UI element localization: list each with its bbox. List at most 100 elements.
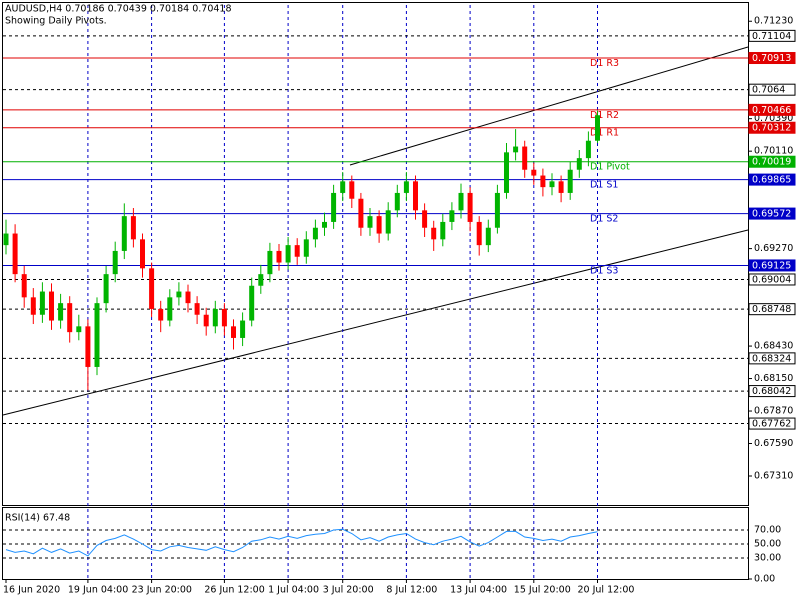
level-tag <box>748 273 796 286</box>
candle-body <box>49 291 54 321</box>
candle-body <box>522 146 528 170</box>
candle-body <box>576 158 582 170</box>
candle-body <box>367 216 373 228</box>
candle-body <box>458 192 464 211</box>
candle-body <box>276 250 282 263</box>
candle-body <box>558 181 564 193</box>
marks <box>3 110 600 557</box>
level-tag <box>748 303 796 316</box>
candle-body <box>67 303 73 333</box>
candle-body <box>358 198 364 228</box>
level-tag <box>748 83 796 96</box>
support-trendline <box>2 229 749 416</box>
level-tag <box>748 352 796 365</box>
level-name: D1 S1 <box>590 180 618 191</box>
candle-body <box>185 291 191 304</box>
level-tag <box>748 29 796 42</box>
candle-body <box>513 146 519 153</box>
level-tag <box>748 173 796 186</box>
rsi-title: RSI(14) 67.48 <box>5 513 70 524</box>
candle-body <box>267 250 273 275</box>
candle-body <box>413 181 418 211</box>
y-tick-label: 0.68150 <box>754 373 793 384</box>
candle-body <box>449 210 455 222</box>
candle-body <box>176 291 182 298</box>
candle-body <box>567 169 573 193</box>
candle-body <box>394 192 400 211</box>
candle-body <box>540 175 546 188</box>
candle-body <box>249 285 255 321</box>
y-tick-label: 0.70390 <box>754 113 793 124</box>
candle-body <box>285 245 291 263</box>
y-tick-label: 0.67870 <box>754 406 793 417</box>
candle-body <box>76 326 82 333</box>
y-tick-label: 0.67590 <box>754 438 793 449</box>
candle-body <box>349 181 355 199</box>
candle-body <box>194 303 200 315</box>
candle-body <box>130 216 136 240</box>
level-tag <box>748 155 796 168</box>
candle-body <box>303 239 309 257</box>
candle-body <box>340 181 346 193</box>
rsi-panel <box>2 507 749 580</box>
level-name: D1 R2 <box>590 110 619 121</box>
x-tick-label: 26 Jun 12:00 <box>204 585 264 596</box>
candle-body <box>140 239 145 269</box>
level-value: 0.70312 <box>752 123 791 134</box>
level-value: 0.71104 <box>752 31 791 42</box>
candle-body <box>504 152 509 193</box>
level-name: D1 R1 <box>590 128 619 139</box>
x-tick-label: 13 Jul 04:00 <box>450 585 507 596</box>
level-value: 0.69125 <box>752 260 791 271</box>
candle-body <box>58 303 64 321</box>
x-tick-label: 16 Jun 2020 <box>3 585 60 596</box>
candle-body <box>203 314 209 327</box>
level-value: 0.68042 <box>752 386 791 397</box>
candle-body <box>85 326 91 367</box>
rsi-line <box>5 528 598 557</box>
candle-body <box>440 221 446 240</box>
level-name: D1 S2 <box>590 214 618 225</box>
rsi-tick-label: 70.00 <box>754 525 781 536</box>
level-value: 0.70913 <box>752 53 791 64</box>
level-tag <box>748 52 796 65</box>
candle-body <box>331 192 337 222</box>
resistance-trendline <box>349 46 749 166</box>
candle-body <box>167 297 173 321</box>
x-tick-label: 3 Jul 20:00 <box>323 585 374 596</box>
candle-body <box>158 308 164 321</box>
level-tag <box>748 103 796 116</box>
candle-body <box>3 233 9 246</box>
candle-body <box>149 268 155 309</box>
candle-body <box>231 326 236 338</box>
candle-body <box>30 297 36 315</box>
candle-body <box>121 216 127 251</box>
level-value: 0.7064 <box>752 85 785 96</box>
candle-body <box>294 245 300 257</box>
candle-body <box>431 227 437 240</box>
level-tag <box>748 121 796 134</box>
level-value: 0.69572 <box>752 209 791 220</box>
main-panel <box>2 2 749 506</box>
level-tag <box>748 417 796 430</box>
candle-body <box>12 233 18 275</box>
level-name: D1 S3 <box>590 265 618 276</box>
x-tick-label: 19 Jun 04:00 <box>68 585 128 596</box>
level-name: D1 R3 <box>590 58 619 69</box>
level-value: 0.69865 <box>752 175 791 186</box>
x-tick-label: 8 Jul 12:00 <box>386 585 437 596</box>
y-tick-label: 0.68430 <box>754 341 793 352</box>
rsi-tick-label: 30.00 <box>754 553 781 564</box>
candle-body <box>112 250 118 275</box>
level-name: D1 Pivot <box>590 162 630 173</box>
level-tag <box>748 385 796 398</box>
x-tick-label: 20 Jul 12:00 <box>578 585 635 596</box>
candle-body <box>221 308 227 327</box>
level-value: 0.70466 <box>752 105 791 116</box>
candle-body <box>212 308 218 327</box>
candle-body <box>21 274 27 298</box>
candle-body <box>403 181 409 193</box>
level-value: 0.70019 <box>752 157 791 168</box>
level-value: 0.67762 <box>752 419 791 430</box>
